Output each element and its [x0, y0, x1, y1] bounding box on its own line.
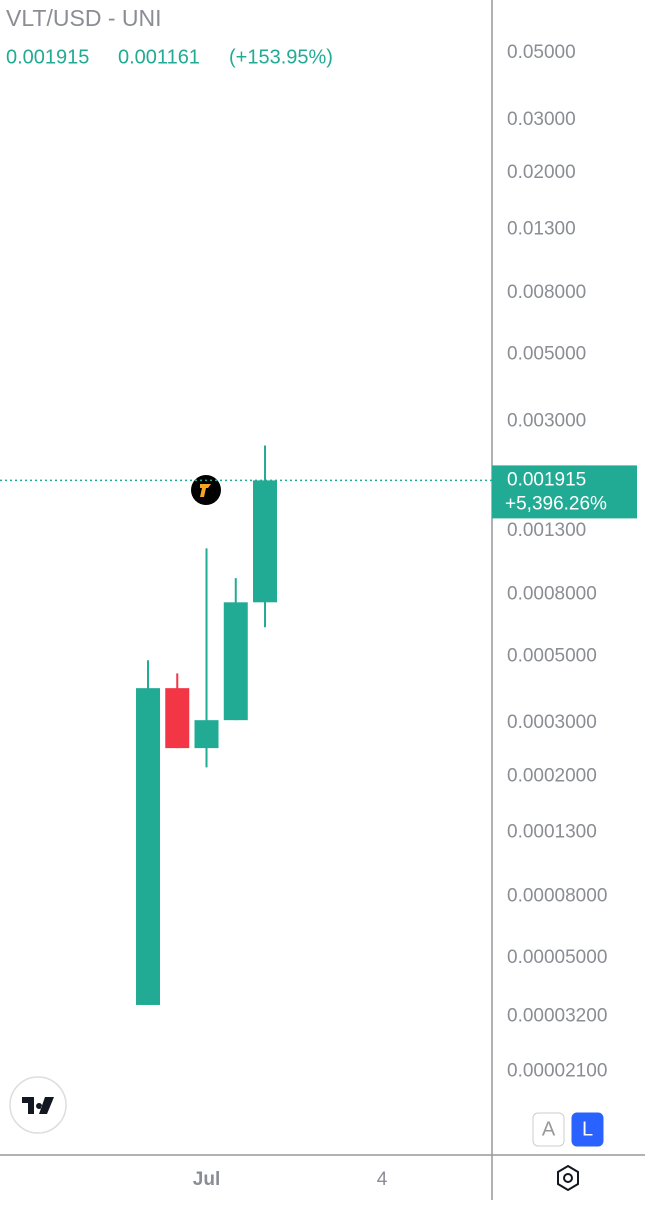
header-price: 0.001915	[6, 46, 89, 68]
x-tick-label: 4	[377, 1169, 388, 1190]
y-tick-label: 0.01300	[507, 219, 576, 240]
y-tick-label: 0.003000	[507, 411, 586, 432]
chart-title: VLT/USD - UNI	[6, 5, 161, 31]
y-tick-label: 0.02000	[507, 162, 576, 183]
y-tick-label: 0.03000	[507, 109, 576, 130]
y-tick-label: 0.0001300	[507, 822, 597, 843]
y-tick-label: 0.00002100	[507, 1061, 607, 1082]
y-tick-label: 0.008000	[507, 282, 586, 303]
last-price-label: 0.001915	[507, 469, 586, 490]
y-tick-label: 0.05000	[507, 42, 576, 63]
candle-body	[136, 688, 161, 1005]
y-tick-label: 0.0008000	[507, 584, 597, 605]
scale-button-label[interactable]: L	[582, 1118, 593, 1140]
scale-button[interactable]	[571, 1112, 604, 1147]
event-badge[interactable]	[191, 475, 221, 505]
candle-body	[223, 602, 248, 721]
y-tick-label: 0.00003200	[507, 1005, 607, 1026]
candle-body	[194, 720, 219, 749]
header-percent: (+153.95%)	[229, 46, 333, 68]
y-tick-label: 0.00008000	[507, 885, 607, 906]
y-tick-label: 0.001300	[507, 520, 586, 541]
y-tick-label: 0.0003000	[507, 712, 597, 733]
settings-icon[interactable]	[557, 1164, 579, 1192]
scale-button-label[interactable]: A	[542, 1118, 556, 1140]
x-tick-label: Jul	[193, 1169, 220, 1190]
candle-body	[165, 688, 190, 749]
y-tick-label: 0.005000	[507, 344, 586, 365]
y-tick-label: 0.00005000	[507, 947, 607, 968]
scale-button[interactable]	[532, 1112, 565, 1147]
header-change: 0.001161	[118, 46, 200, 68]
y-tick-label: 0.0005000	[507, 645, 597, 666]
last-change-label: +5,396.26%	[505, 493, 607, 514]
candle-body	[253, 480, 278, 603]
y-tick-label: 0.0002000	[507, 765, 597, 786]
tradingview-logo[interactable]	[9, 1076, 67, 1134]
last-price-box	[492, 465, 637, 519]
